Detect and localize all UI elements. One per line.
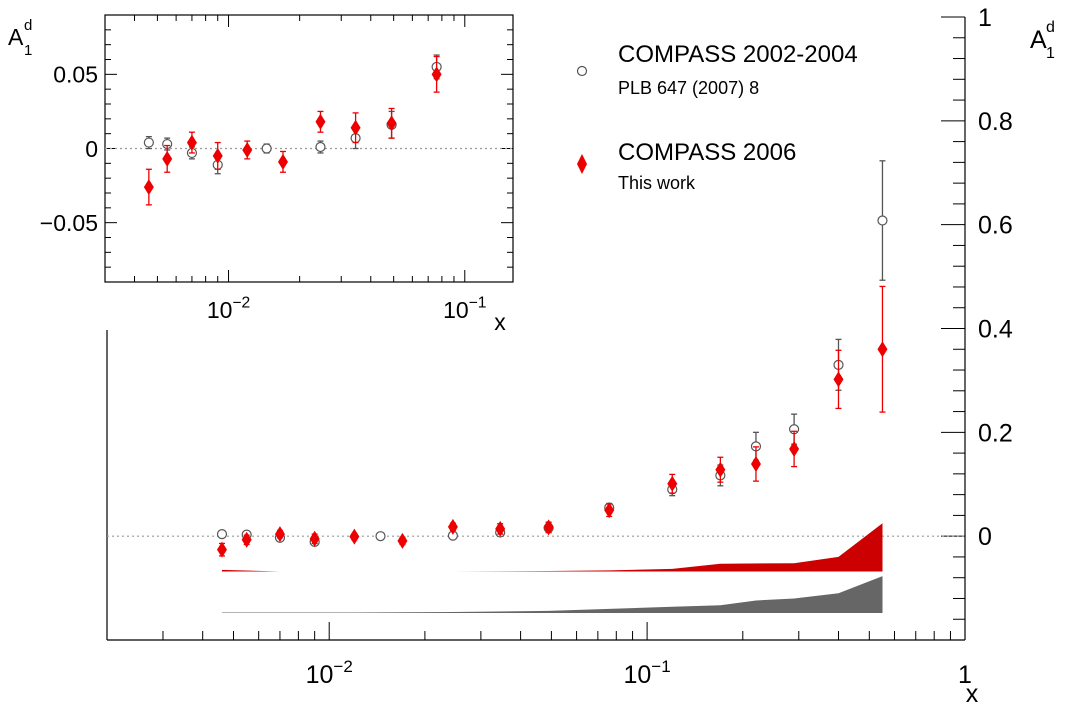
data-point — [212, 147, 223, 164]
data-point — [143, 137, 154, 148]
y-tick-label: 0.2 — [978, 419, 1013, 447]
inset-y-axis-title-sup: d — [24, 17, 32, 34]
y-tick-label: 0.05 — [53, 62, 98, 88]
data-point — [789, 440, 800, 457]
data-point — [277, 153, 288, 170]
data-point — [715, 461, 726, 478]
data-point — [375, 531, 386, 542]
data-point — [350, 119, 361, 136]
data-point — [495, 520, 506, 537]
data-point — [241, 531, 252, 548]
data-point — [143, 179, 154, 196]
data-point — [431, 66, 442, 83]
x-tick-label: 1 — [958, 661, 972, 689]
legend-title-compass-2002-2004: COMPASS 2002-2004 — [618, 41, 858, 68]
data-point — [309, 530, 320, 547]
y-tick-label: 0.6 — [978, 212, 1013, 240]
systematic-band-compass-2006 — [222, 523, 883, 572]
inset-y-axis-title: A — [8, 24, 24, 50]
data-point — [162, 150, 173, 167]
systematic-band-compass-2002-2004 — [222, 576, 883, 613]
x-tick-label: 10−1 — [443, 295, 486, 323]
inset-x-axis-title: x — [494, 309, 506, 335]
y-axis-title: A — [1030, 26, 1047, 54]
y-tick-label: 0 — [978, 523, 992, 551]
y-tick-label: 0.4 — [978, 316, 1013, 344]
data-point — [397, 532, 408, 549]
data-point — [604, 502, 615, 519]
data-point — [274, 526, 285, 543]
x-axis-title: x — [966, 680, 979, 708]
data-point — [667, 475, 678, 492]
legend-title-compass-2006: COMPASS 2006 — [618, 139, 796, 166]
inset-y-axis-title-sub: 1 — [24, 42, 32, 59]
data-point — [216, 528, 228, 540]
series-compass-2006 — [216, 285, 888, 558]
data-point — [242, 141, 253, 158]
y-tick-label: 0.8 — [978, 108, 1013, 136]
data-point — [349, 528, 360, 545]
y-axis-title-sub: 1 — [1046, 45, 1055, 62]
legend-subtitle-compass-2006: This work — [618, 173, 696, 193]
data-point — [315, 113, 326, 130]
data-point — [447, 518, 458, 535]
legend-marker-compass-2002-2004 — [576, 65, 588, 77]
x-tick-label: 10−2 — [207, 295, 250, 323]
legend: COMPASS 2002-2004 PLB 647 (2007) 8 COMPA… — [576, 41, 858, 193]
data-point — [261, 143, 272, 154]
y-tick-label: 0 — [85, 136, 98, 162]
data-point — [186, 134, 197, 151]
data-point — [315, 141, 326, 153]
x-tick-label: 10−1 — [623, 657, 670, 689]
legend-marker-compass-2006 — [577, 154, 587, 174]
data-point — [386, 115, 397, 132]
series-compass-2006 — [143, 55, 442, 206]
legend-subtitle-compass-2002-2004: PLB 647 (2007) 8 — [618, 78, 759, 98]
inset-plot-panel: 10−2 10−1 0.05 0 −0.05 x A1 d — [8, 14, 514, 335]
x-tick-label: 10−2 — [306, 657, 353, 689]
y-tick-label: −0.05 — [40, 210, 98, 236]
data-point — [877, 341, 888, 358]
data-point — [750, 456, 761, 473]
data-point — [543, 519, 554, 536]
y-tick-label: 1 — [978, 4, 992, 32]
data-point — [833, 371, 844, 388]
data-point — [877, 215, 888, 226]
data-point — [216, 541, 227, 558]
y-axis-title-sup: d — [1046, 19, 1055, 36]
